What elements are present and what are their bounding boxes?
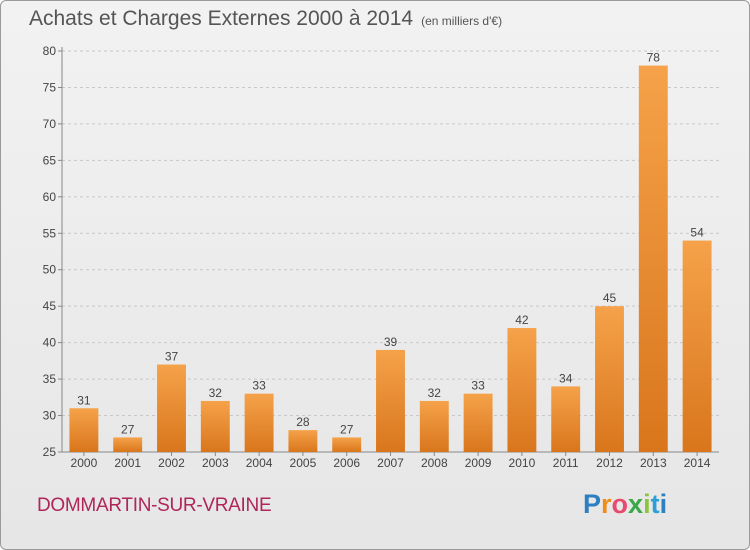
logo-letter: i: [643, 489, 651, 519]
bar: [595, 306, 624, 452]
y-tick-label: 45: [43, 299, 57, 313]
bar: [419, 400, 449, 452]
logo-letter: i: [659, 489, 668, 519]
x-tick-label: 2014: [684, 456, 711, 470]
data-label: 37: [165, 350, 179, 364]
bar: [507, 328, 537, 452]
x-tick-label: 2013: [640, 456, 667, 470]
x-tick-label: 2004: [246, 456, 273, 470]
y-tick-label: 50: [43, 263, 57, 277]
x-tick-label: 2010: [509, 456, 536, 470]
x-tick-label: 2003: [202, 456, 229, 470]
y-tick-label: 65: [43, 153, 57, 167]
chart-subtitle: (en milliers d'€): [421, 14, 503, 28]
bar: [551, 386, 581, 452]
x-tick-label: 2011: [553, 456, 579, 470]
bar: [288, 430, 318, 452]
y-tick-label: 80: [43, 44, 57, 58]
x-tick-label: 2000: [71, 456, 98, 470]
y-tick-label: 40: [43, 336, 57, 350]
x-tick-label: 2001: [114, 456, 141, 470]
bar: [463, 393, 493, 452]
x-tick-label: 2008: [421, 456, 448, 470]
data-label: 27: [121, 422, 135, 436]
logo-letter: t: [650, 489, 660, 519]
data-label: 33: [471, 379, 485, 393]
y-tick-label: 70: [43, 117, 57, 131]
bar: [113, 437, 143, 452]
y-tick-label: 25: [43, 445, 57, 459]
bar: [332, 437, 362, 452]
bar: [376, 349, 405, 452]
logo-letter: o: [611, 489, 629, 519]
data-label: 39: [384, 335, 398, 349]
x-tick-label: 2006: [333, 456, 360, 470]
bar: [244, 393, 274, 452]
x-tick-label: 2012: [596, 456, 623, 470]
logo-letter: P: [583, 489, 602, 519]
bar: [69, 408, 99, 452]
data-label: 78: [647, 51, 661, 65]
data-label: 33: [252, 379, 266, 393]
proxiti-logo[interactable]: Proxiti: [583, 489, 667, 520]
logo-letter: r: [601, 489, 612, 519]
data-label: 32: [209, 386, 223, 400]
bar: [157, 364, 186, 452]
bar: [682, 240, 712, 452]
data-label: 32: [428, 386, 442, 400]
data-label: 31: [77, 393, 91, 407]
y-tick-label: 55: [43, 226, 57, 240]
bar: [638, 65, 668, 452]
chart-title-row: Achats et Charges Externes 2000 à 2014 (e…: [29, 7, 502, 31]
data-label: 34: [559, 371, 573, 385]
y-tick-label: 30: [43, 409, 57, 423]
y-tick-label: 60: [43, 190, 57, 204]
logo-letter: x: [628, 489, 644, 519]
data-label: 42: [515, 313, 529, 327]
data-label: 45: [603, 291, 617, 305]
data-label: 27: [340, 422, 354, 436]
x-tick-label: 2007: [377, 456, 404, 470]
x-tick-label: 2002: [158, 456, 185, 470]
y-tick-label: 75: [43, 80, 57, 94]
bar: [200, 400, 230, 452]
x-tick-label: 2005: [290, 456, 317, 470]
y-tick-label: 35: [43, 372, 57, 386]
commune-name: DOMMARTIN-SUR-VRAINE: [37, 495, 272, 516]
chart-title: Achats et Charges Externes 2000 à 2014: [29, 7, 414, 30]
data-label: 28: [296, 415, 310, 429]
data-label: 54: [690, 226, 704, 240]
x-tick-label: 2009: [465, 456, 492, 470]
